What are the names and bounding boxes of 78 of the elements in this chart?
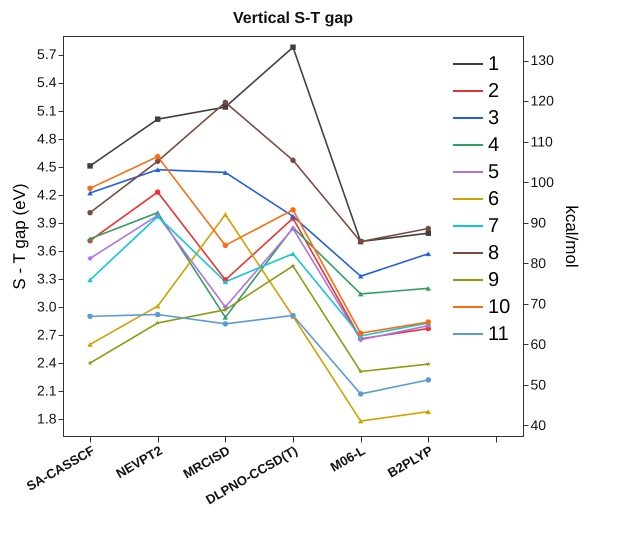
legend-label: 3: [488, 107, 500, 129]
point: [222, 307, 228, 312]
point: [426, 409, 432, 414]
point: [154, 312, 160, 318]
point: [426, 251, 432, 256]
y2-tick-label: 70: [530, 295, 546, 312]
point: [426, 226, 432, 232]
legend-label: 8: [488, 242, 500, 264]
point: [358, 330, 364, 336]
y-tick-label: 2.1: [37, 382, 57, 399]
point: [87, 186, 93, 192]
point: [290, 158, 296, 164]
y-tick-label: 5.4: [37, 74, 57, 90]
legend-label: 1: [488, 53, 500, 75]
legend-label: 7: [488, 215, 500, 237]
legend-label: 6: [488, 188, 500, 210]
chart-title: Vertical S-T gap: [232, 10, 354, 27]
point: [426, 286, 432, 291]
legend-label: 10: [488, 296, 510, 318]
point: [222, 212, 228, 217]
point: [87, 190, 93, 196]
legend-label: 11: [488, 323, 509, 345]
point: [87, 210, 93, 216]
y-tick-label: 3.3: [37, 270, 57, 286]
legend-label: 9: [488, 269, 500, 291]
point: [290, 263, 296, 268]
point: [222, 242, 228, 248]
y2-tick-label: 130: [530, 52, 554, 68]
y-tick-label: 2.4: [37, 354, 57, 371]
y2-tick-label: 100: [530, 174, 554, 190]
y2-tick-label: 40: [530, 416, 546, 433]
point: [154, 167, 160, 172]
y-tick-label: 4.2: [37, 186, 57, 202]
point: [426, 377, 432, 383]
point: [358, 274, 364, 279]
point: [154, 189, 160, 195]
y-tick-label: 4.8: [37, 130, 57, 146]
point: [358, 292, 364, 296]
y-tick-label: 5.1: [37, 102, 57, 118]
point: [154, 158, 160, 164]
y-tick-label: 3.9: [37, 214, 57, 230]
point: [426, 361, 431, 366]
point: [358, 418, 364, 424]
point: [222, 100, 228, 106]
y2-axis-title: kcal/mol: [562, 205, 581, 268]
point: [87, 342, 93, 347]
point: [290, 207, 296, 213]
point: [222, 104, 228, 110]
point: [87, 256, 93, 262]
point: [426, 230, 432, 236]
legend-label: 5: [488, 161, 500, 183]
y-axis-title: S - T gap (eV): [10, 183, 30, 290]
point: [87, 314, 93, 320]
y2-tick-label: 90: [530, 214, 546, 230]
point: [87, 278, 93, 282]
point: [222, 170, 228, 175]
point: [154, 154, 160, 160]
point: [154, 116, 160, 122]
legend-label: 2: [488, 80, 500, 102]
y-tick-label: 1.8: [37, 410, 57, 427]
point: [222, 314, 228, 320]
y2-tick-label: 80: [530, 254, 546, 271]
point: [358, 391, 364, 397]
y-tick-label: 2.7: [37, 326, 57, 343]
point: [290, 44, 296, 50]
point: [154, 304, 160, 308]
y2-tick-label: 50: [530, 376, 546, 392]
point: [87, 163, 93, 169]
legend-label: 4: [488, 134, 500, 156]
y2-tick-label: 120: [530, 92, 554, 109]
y-tick-label: 3.0: [37, 298, 57, 315]
y-tick-label: 4.5: [37, 158, 57, 174]
point: [290, 251, 296, 256]
y-tick-label: 5.7: [37, 46, 57, 62]
y2-tick-label: 110: [530, 133, 554, 150]
y-tick-label: 3.6: [37, 242, 57, 258]
y2-tick-label: 60: [530, 336, 546, 352]
point: [222, 321, 228, 327]
